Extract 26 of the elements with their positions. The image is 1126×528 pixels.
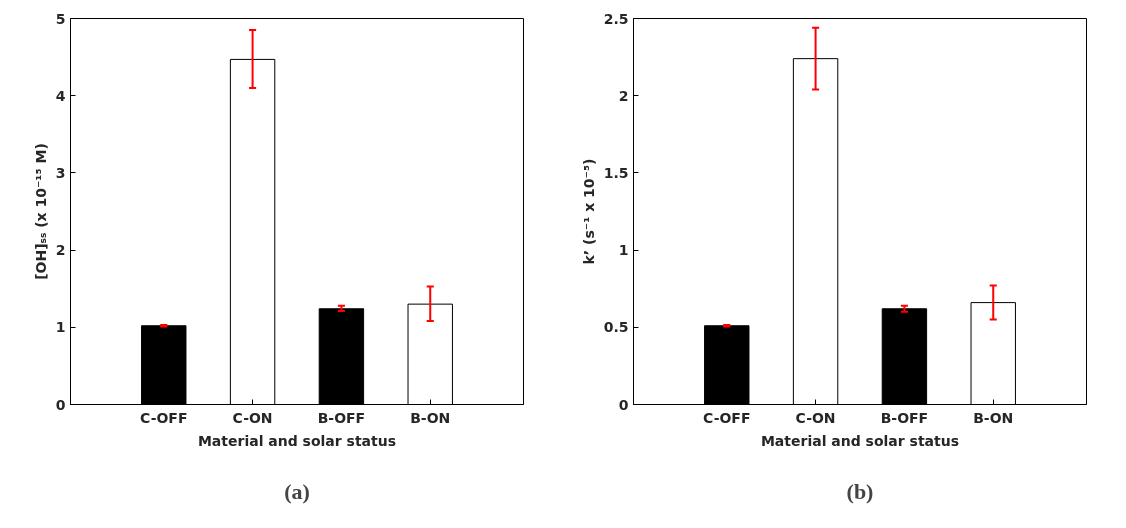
y-tick-label: 4 [55, 87, 66, 104]
x-tick-label: C-OFF [140, 409, 188, 426]
y-tick-label: 1 [618, 242, 629, 259]
x-tick-label: B-OFF [880, 409, 929, 426]
text: (b) [846, 478, 874, 504]
y-tick-label: 2 [618, 87, 629, 104]
y-tick-label: 2.5 [603, 10, 629, 27]
x-tick-label: B-OFF [317, 409, 366, 426]
y-axis-title: k’ (s⁻¹ x 10⁻⁵) [580, 158, 597, 265]
y-tick-label: 1 [55, 319, 66, 336]
y-tick-label: 2 [55, 242, 66, 259]
x-axis-title: Material and solar status [197, 432, 397, 449]
y-tick-label: 0.5 [603, 319, 629, 336]
x-tick-label: B-ON [973, 409, 1014, 426]
y-tick-label: 5 [55, 10, 66, 27]
y-tick-label: 0 [618, 396, 629, 413]
y-axis-title: [OH]ₛₛ (x 10⁻¹⁵ M) [32, 143, 49, 280]
x-axis-title: Material and solar status [760, 432, 960, 449]
y-tick-label: 3 [55, 164, 66, 181]
y-tick-label: 0 [55, 396, 66, 413]
x-tick-label: C-ON [232, 409, 273, 426]
y-tick-label: 1.5 [603, 164, 629, 181]
x-tick-label: C-ON [795, 409, 836, 426]
text: (a) [284, 478, 310, 504]
x-tick-label: B-ON [410, 409, 451, 426]
x-tick-label: C-OFF [703, 409, 751, 426]
